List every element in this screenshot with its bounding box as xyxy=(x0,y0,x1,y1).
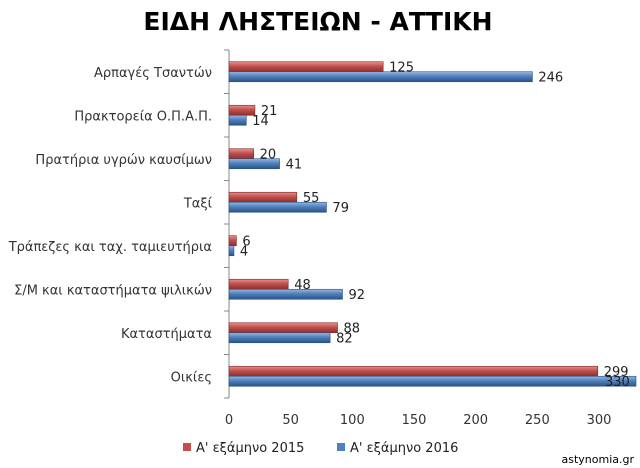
bar-2016 xyxy=(228,288,343,300)
bar-2016 xyxy=(228,114,247,126)
bar-2016 xyxy=(228,201,327,213)
bar-2015 xyxy=(228,148,254,160)
category-label: Πρακτορεία Ο.Π.Α.Π. xyxy=(74,109,212,124)
bar-2016 xyxy=(228,375,637,387)
category-label: Καταστήματα xyxy=(121,327,212,342)
category-label: Τράπεζες και ταχ. ταμιευτήρια xyxy=(8,240,212,255)
category-label: Σ/Μ και καταστήματα ψιλικών xyxy=(14,283,212,298)
category-label: Πρατήρια υγρών καυσίμων xyxy=(35,153,212,168)
bar-2015 xyxy=(228,278,289,290)
category-label: Οικίες xyxy=(171,370,212,385)
source-credit: astynomia.gr xyxy=(561,453,634,466)
bar-2015 xyxy=(228,61,384,73)
x-tick-label: 300 xyxy=(587,413,612,428)
data-label: 6 xyxy=(242,234,250,249)
data-label: 246 xyxy=(538,70,563,85)
x-tick-label: 250 xyxy=(525,413,550,428)
x-tick-label: 50 xyxy=(282,413,299,428)
x-tick-label: 100 xyxy=(340,413,365,428)
chart-title: ΕΙΔΗ ΛΗΣΤΕΙΩΝ - ΑΤΤΙΚΗ xyxy=(143,7,492,36)
legend-swatch xyxy=(183,443,191,451)
data-label: 92 xyxy=(348,288,365,303)
legend-label: Α' εξάμηνο 2015 xyxy=(196,441,304,456)
bar-2016 xyxy=(228,71,533,83)
legend: Α' εξάμηνο 2015 Α' εξάμηνο 2016 xyxy=(183,441,458,456)
data-label: 79 xyxy=(332,201,349,216)
data-label: 21 xyxy=(261,104,278,119)
legend-swatch xyxy=(337,443,345,451)
x-tick-label: 150 xyxy=(402,413,427,428)
bar-2016 xyxy=(228,245,235,257)
bar-2016 xyxy=(228,158,280,170)
category-label: Ταξί xyxy=(183,196,213,211)
bar-2015 xyxy=(228,104,256,116)
x-tick-label: 200 xyxy=(463,413,488,428)
bar-2016 xyxy=(228,332,331,344)
category-label: Αρπαγές Τσαντών xyxy=(94,66,212,81)
data-label: 4 xyxy=(240,244,248,259)
bar-2015 xyxy=(228,365,599,377)
data-label: 330 xyxy=(605,375,630,390)
x-tick-label: 0 xyxy=(225,413,233,428)
bar-2015 xyxy=(228,235,237,247)
bar-2015 xyxy=(228,322,338,334)
data-label: 14 xyxy=(252,114,269,129)
data-label: 41 xyxy=(286,157,303,172)
data-label: 88 xyxy=(344,321,361,336)
bar-2015 xyxy=(228,191,298,203)
legend-label: Α' εξάμηνο 2016 xyxy=(350,441,458,456)
data-label: 82 xyxy=(336,331,353,346)
